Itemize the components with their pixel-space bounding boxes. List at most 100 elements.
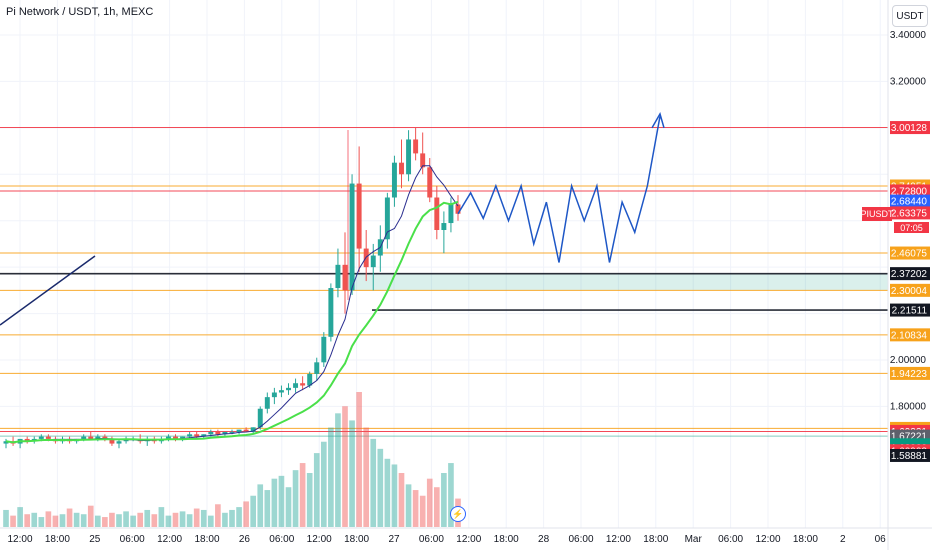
x-tick-label: 12:00 <box>456 534 481 545</box>
volume-bar <box>215 504 221 527</box>
candle-body <box>342 264 348 291</box>
candle-body <box>201 434 207 437</box>
x-tick-label: 27 <box>388 534 400 545</box>
volume-bar <box>87 505 94 527</box>
volume-bar <box>3 509 9 527</box>
price-label-text: 1.58881 <box>891 451 928 462</box>
candle-body <box>116 441 122 444</box>
lightning-icon[interactable]: ⚡ <box>450 506 466 522</box>
volume-bar <box>278 475 285 527</box>
candle-body <box>420 153 426 168</box>
price-label-box <box>890 303 930 317</box>
price-label-box <box>890 448 930 462</box>
volume-bar <box>320 441 327 527</box>
support-zone-fill <box>346 273 888 291</box>
volume-bar <box>207 515 214 527</box>
volume-bar <box>193 508 200 527</box>
chart-title: Pi Network / USDT, 1h, MEXC <box>6 6 154 18</box>
price-label-box <box>890 366 930 380</box>
candle-body <box>45 436 51 439</box>
x-tick-label: 06 <box>875 534 887 545</box>
volume-bar <box>158 507 165 527</box>
volume-bar <box>384 458 391 527</box>
price-label-box <box>890 328 930 342</box>
x-tick-label: 12:00 <box>157 534 182 545</box>
candle-body <box>321 336 327 363</box>
y-tick-label: 1.80000 <box>890 401 927 412</box>
price-label-text: 2.30004 <box>891 286 928 297</box>
candle-body <box>314 362 320 374</box>
x-tick-label: 12:00 <box>307 534 332 545</box>
volume-bar <box>285 487 292 527</box>
volume-bar <box>137 512 144 527</box>
x-tick-label: 25 <box>89 534 101 545</box>
price-label-text: 3.00128 <box>891 123 928 134</box>
volume-bar <box>52 515 59 527</box>
candle-body <box>448 204 454 224</box>
candle-body <box>250 427 256 432</box>
volume-bar <box>257 484 264 527</box>
price-label-text: 2.68440 <box>891 197 928 208</box>
volume-bar <box>349 420 355 527</box>
support-zone <box>346 273 888 291</box>
candle-body <box>413 139 419 154</box>
volume-bar <box>426 478 433 527</box>
volume-bar <box>200 509 207 527</box>
volume-bar <box>123 511 129 527</box>
candle-body <box>173 436 178 439</box>
time-axis: 12:00 18:00 25 06:00 12:00 18:00 26 06:00 12:00 1… <box>0 527 932 545</box>
volume-bar <box>59 514 66 527</box>
x-tick-label: 12:00 <box>606 534 631 545</box>
projection-line <box>457 116 661 263</box>
volume-bar <box>292 470 299 527</box>
trend-line <box>0 255 96 326</box>
candle-body <box>384 197 390 240</box>
candle-body <box>180 436 186 439</box>
price-label-text: 1.67221 <box>891 432 928 443</box>
candle-body <box>194 434 200 437</box>
x-tick-label: 06:00 <box>568 534 593 545</box>
volume-bar <box>17 507 23 527</box>
chart-grid <box>0 0 888 528</box>
candle-body <box>109 438 115 444</box>
symbol-tag: PIUSDT <box>860 207 894 221</box>
candle-body <box>187 434 193 437</box>
candle-body <box>328 288 334 337</box>
x-tick-label: 18:00 <box>494 534 519 545</box>
price-label-box <box>890 283 930 297</box>
candle-body <box>278 390 284 393</box>
x-tick-label: 12:00 <box>7 534 32 545</box>
volume-bar <box>38 517 45 527</box>
volume-bar <box>412 490 419 527</box>
price-label-box <box>890 206 930 220</box>
moving-average-lines <box>5 165 459 444</box>
currency-button[interactable]: USDT <box>892 5 928 27</box>
price-label-text: 2.10834 <box>891 330 928 341</box>
candle-body <box>307 373 313 386</box>
volume-bar <box>377 448 384 527</box>
candle-body <box>81 436 87 439</box>
volume-bar <box>80 514 87 527</box>
candle-body <box>264 397 270 409</box>
x-tick-label: 06:00 <box>120 534 145 545</box>
x-tick-label: 26 <box>239 534 251 545</box>
x-tick-label: 06:00 <box>718 534 743 545</box>
x-tick-label: 18:00 <box>45 534 70 545</box>
candle-body <box>165 436 171 439</box>
candle-body <box>229 431 235 433</box>
projection-path <box>457 112 665 263</box>
volume-bar <box>356 392 362 527</box>
volume-bar <box>271 478 278 527</box>
price-label-text: 2.72800 <box>891 187 928 198</box>
volume-bar <box>94 515 101 527</box>
slow-ma-line <box>5 200 459 444</box>
price-label-text: 2.21511 <box>892 306 928 317</box>
fast-ma-line <box>5 165 459 443</box>
x-tick-label: 2 <box>840 534 846 545</box>
volume-bar <box>342 406 348 527</box>
volume-bar <box>264 490 271 527</box>
volume-bar <box>172 512 179 527</box>
candle-body <box>356 183 362 249</box>
volume-bar <box>363 427 370 527</box>
